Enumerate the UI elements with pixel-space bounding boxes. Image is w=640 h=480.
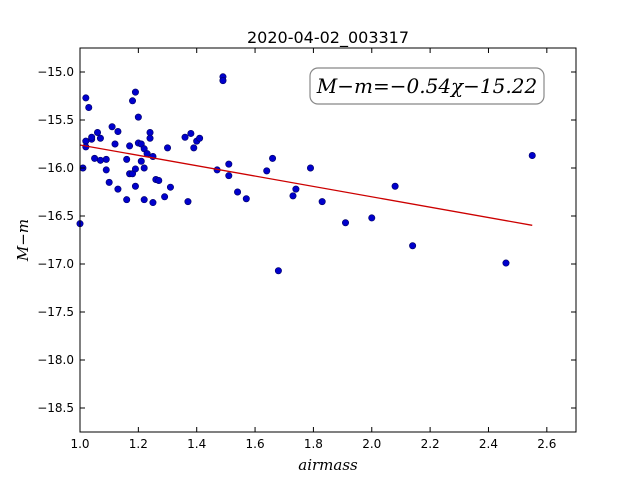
data-point xyxy=(164,144,172,152)
data-point xyxy=(82,94,90,102)
chart-title: 2020-04-02_003317 xyxy=(247,28,409,48)
data-point xyxy=(155,176,163,184)
data-point xyxy=(131,88,139,96)
data-point xyxy=(289,192,297,200)
fit-line xyxy=(79,144,533,226)
data-point xyxy=(161,193,169,201)
data-point xyxy=(114,185,122,193)
x-tick-label: 1.0 xyxy=(70,437,89,451)
y-tick-label: −17.5 xyxy=(37,305,74,319)
data-point xyxy=(196,134,204,142)
data-point xyxy=(181,133,189,141)
data-point xyxy=(184,198,192,206)
data-point xyxy=(102,155,110,163)
data-point xyxy=(105,178,113,186)
data-point xyxy=(137,157,145,165)
x-axis-label: airmass xyxy=(298,456,358,474)
data-point xyxy=(391,182,399,190)
x-tick-label: 1.4 xyxy=(187,437,206,451)
data-point xyxy=(126,142,134,150)
data-point xyxy=(166,183,174,191)
data-point xyxy=(342,219,350,227)
data-point xyxy=(96,156,104,164)
data-point xyxy=(88,133,96,141)
annotation-box xyxy=(309,67,545,105)
data-point xyxy=(242,195,250,203)
data-point xyxy=(96,134,104,142)
y-tick-label: −15.0 xyxy=(37,65,74,79)
y-tick-label: −15.5 xyxy=(37,113,74,127)
data-point xyxy=(292,185,300,193)
y-tick-label: −16.5 xyxy=(37,209,74,223)
data-point xyxy=(131,182,139,190)
data-point xyxy=(140,164,148,172)
y-axis-label: M−m xyxy=(14,219,32,262)
points-layer xyxy=(76,73,536,275)
x-tick-label: 2.6 xyxy=(537,437,556,451)
x-axis: 1.0 1.2 1.4 1.6 1.8 2.0 2.2 2.4 2.6 xyxy=(70,48,556,451)
data-point xyxy=(131,165,139,173)
data-point xyxy=(225,160,233,168)
data-point xyxy=(102,166,110,174)
x-tick-label: 2.4 xyxy=(479,437,498,451)
x-tick-label: 1.6 xyxy=(246,437,265,451)
data-point xyxy=(111,140,119,148)
data-point xyxy=(269,154,277,162)
data-point xyxy=(82,137,90,145)
x-tick-label: 2.0 xyxy=(362,437,381,451)
data-point xyxy=(528,152,536,160)
y-tick-label: −18.5 xyxy=(37,401,74,415)
fit-equation: M−m=−0.54χ−15.22 xyxy=(316,74,537,98)
data-point xyxy=(219,77,227,85)
data-point xyxy=(187,129,195,137)
x-tick-label: 1.2 xyxy=(129,437,148,451)
plot-area xyxy=(76,47,577,433)
y-tick-label: −17.0 xyxy=(37,257,74,271)
data-point xyxy=(146,134,154,142)
data-point xyxy=(123,155,131,163)
fit-annotation: M−m=−0.54χ−15.22 xyxy=(309,67,545,105)
y-tick-label: −18.0 xyxy=(37,353,74,367)
x-tick-label: 1.8 xyxy=(304,437,323,451)
data-point xyxy=(274,267,282,275)
data-point xyxy=(318,198,326,206)
plot-frame xyxy=(79,47,577,433)
data-point xyxy=(409,242,417,250)
data-point xyxy=(234,188,242,196)
x-tick-label: 2.2 xyxy=(421,437,440,451)
data-point xyxy=(140,196,148,204)
data-point xyxy=(190,144,198,152)
data-point xyxy=(94,128,102,136)
data-point xyxy=(146,128,154,136)
data-point xyxy=(91,154,99,162)
data-point xyxy=(108,123,116,131)
data-point xyxy=(129,97,137,105)
data-point xyxy=(502,259,510,267)
data-point xyxy=(263,167,271,175)
data-point xyxy=(225,172,233,180)
data-point xyxy=(306,164,314,172)
y-axis: −15.0 −15.5 −16.0 −16.5 −17.0 −17.5 −18.0 −18.5 xyxy=(37,65,576,415)
data-point xyxy=(85,104,93,112)
data-point xyxy=(123,196,131,204)
data-point xyxy=(114,128,122,136)
data-point xyxy=(134,113,142,121)
data-point xyxy=(368,214,376,222)
y-tick-label: −16.0 xyxy=(37,161,74,175)
data-point xyxy=(149,199,157,207)
